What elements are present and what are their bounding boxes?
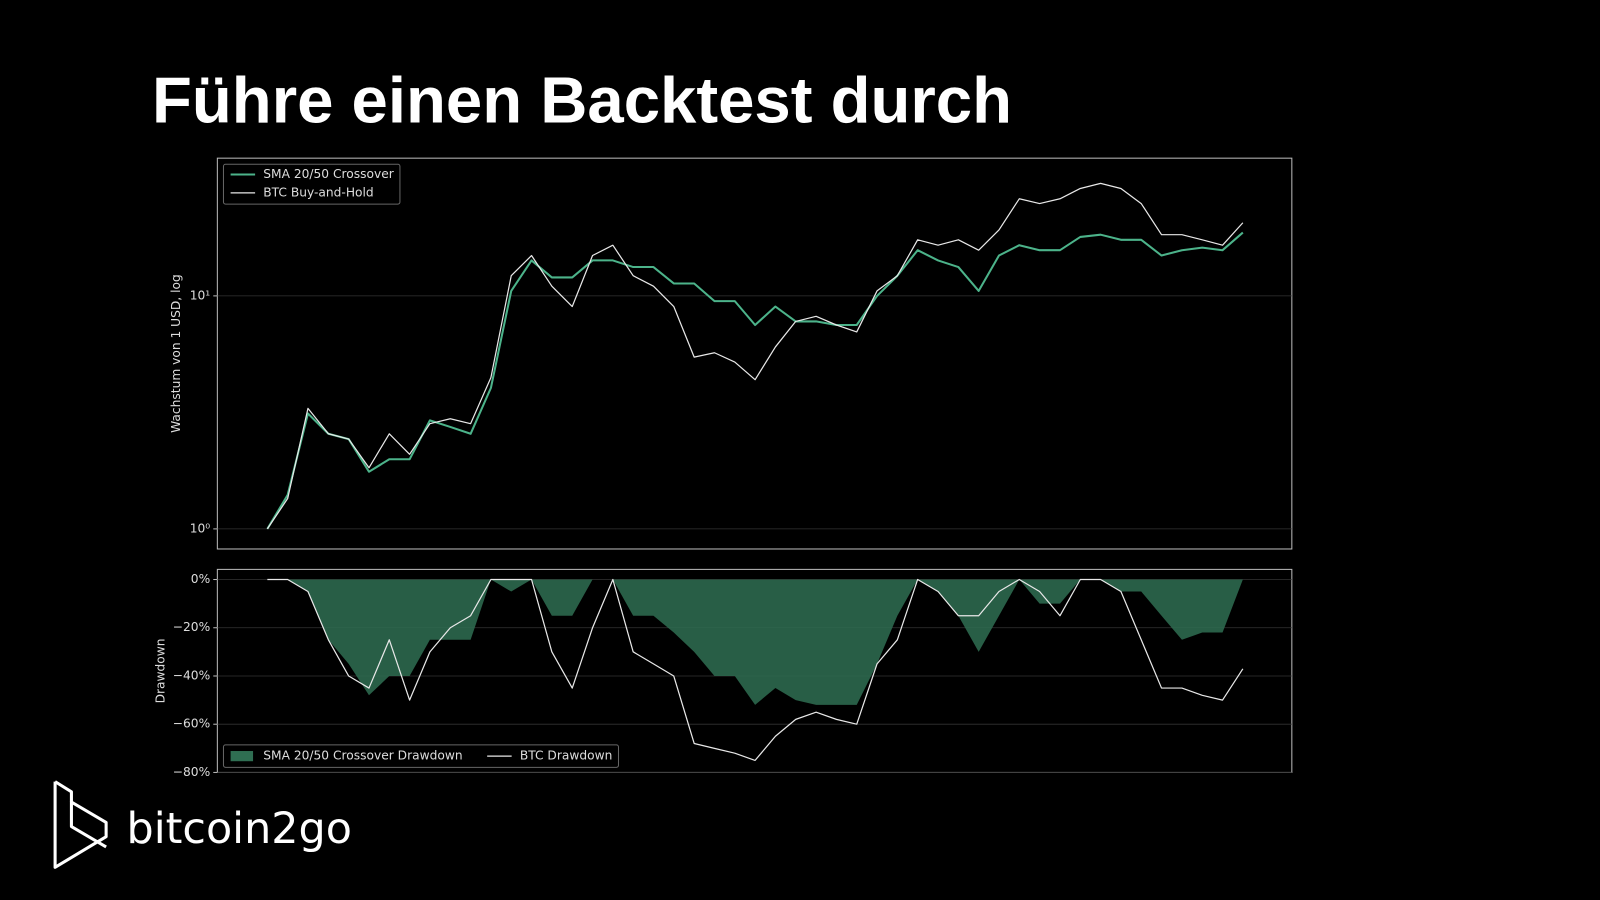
y-tick-label: −80%: [173, 765, 210, 779]
legend-box: [222, 163, 401, 205]
legend-swatch: [230, 751, 254, 762]
series-line: [266, 182, 1244, 530]
series-group: [266, 182, 1244, 530]
legend-label: SMA 20/50 Crossover Drawdown: [263, 749, 462, 763]
legend: SMA 20/50 Crossover BTC Buy-and-Hold: [222, 163, 401, 205]
legend-label: BTC Drawdown: [520, 749, 613, 763]
legend: SMA 20/50 Crossover Drawdown BTC Drawdown: [222, 744, 619, 768]
y-tick-label: 10⁰: [190, 521, 211, 535]
plot-area: [216, 157, 1293, 550]
logo-icon: [53, 780, 108, 869]
series-group: [267, 578, 1244, 762]
y-tick-label: 0%: [191, 572, 210, 586]
y-axis-label: Wachstum von 1 USD, log: [169, 274, 183, 433]
y-tick-label: −60%: [173, 717, 210, 731]
y-tick-label: 10¹: [190, 288, 211, 302]
legend-label: BTC Buy-and-Hold: [263, 185, 373, 199]
series-line: [266, 231, 1244, 530]
logo-text: bitcoin2go: [127, 804, 352, 854]
legend-label: SMA 20/50 Crossover: [263, 167, 395, 181]
series-line: [267, 578, 1244, 762]
slide-title: Führe einen Backtest durch: [152, 63, 1012, 136]
drawdown-area: [267, 579, 1243, 705]
y-axis-label: Drawdown: [154, 638, 168, 703]
y-tick-label: −40%: [173, 668, 210, 682]
y-tick-label: −20%: [173, 620, 210, 634]
legend-box: [222, 744, 619, 768]
